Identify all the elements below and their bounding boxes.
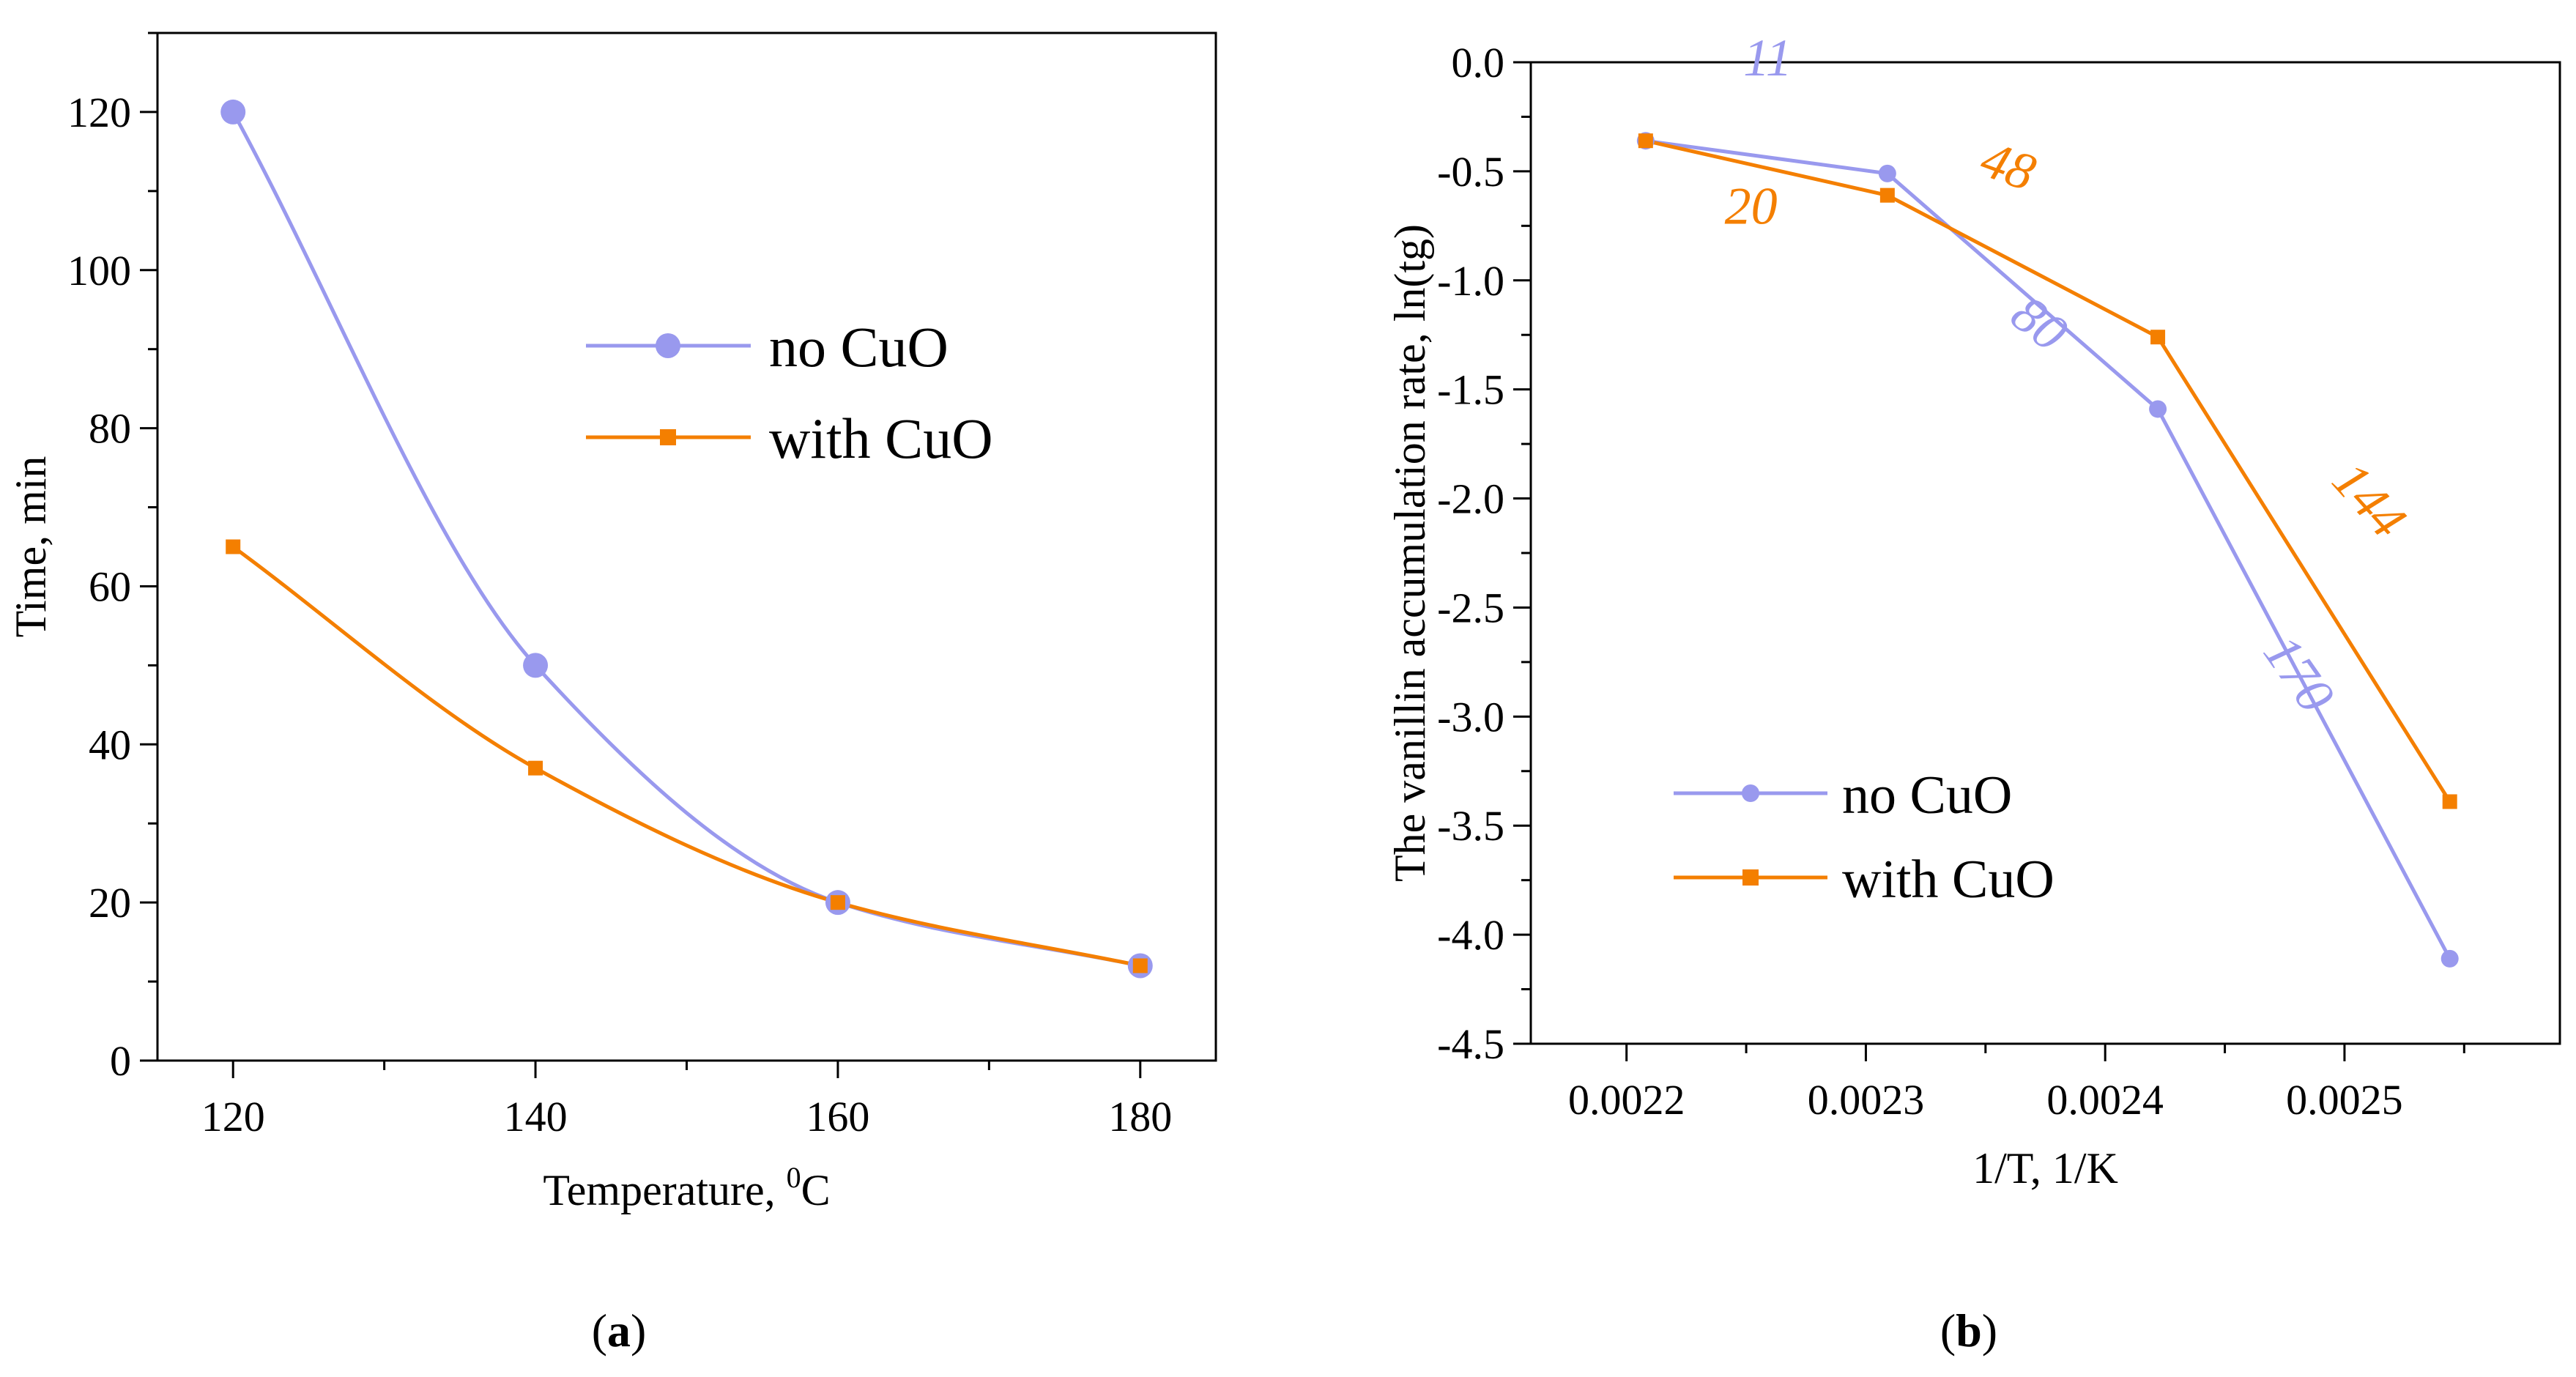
legend-label-no-cuo: no CuO [1842,765,2012,825]
y-tick-label: 120 [67,89,131,136]
panel-b-tick-labels: 0.0022 0.0023 0.0024 0.0025 0.0 -0.5 -1.0 -1.5 -… [1437,39,2403,1124]
x-tick-label: 160 [806,1093,869,1140]
x-tick-label: 0.0025 [2286,1076,2403,1124]
x-tick-label: 140 [504,1093,568,1140]
series-line-no-cuo [1645,138,2451,960]
panel-a-tick-labels: 120 140 160 180 0 20 40 60 80 100 120 [67,89,1172,1140]
data-point-with-cuo [1132,958,1148,973]
y-tick-label: 80 [89,405,131,453]
data-point-no-cuo [220,99,246,125]
legend-marker-with-cuo [1742,869,1759,886]
x-tick-label: 0.0024 [2046,1076,2164,1124]
panel-b-legend: no CuO with CuO [1674,765,2055,910]
legend-marker-no-cuo [656,333,680,358]
panel-b-label: (b) [1940,1304,1997,1356]
panel-a-label: (a) [592,1304,647,1356]
panel-a-y-axis-title: Time, min [7,456,55,638]
y-tick-label: -2.0 [1437,475,1504,523]
panel-b-markers [1636,132,2459,968]
series-line-with-cuo [1645,138,2451,803]
data-point-no-cuo [523,653,549,678]
segment-annotation: 144 [2321,450,2418,549]
panel-b-curves [1645,138,2451,960]
y-tick-label: -2.5 [1437,584,1504,631]
panel-a-ticks [140,31,1142,1078]
segment-annotation: 20 [1725,177,1778,235]
segment-annotation: 48 [1973,129,2043,202]
y-tick-label: 0.0 [1452,39,1505,86]
panel-b-axes-frame [1529,61,2561,1045]
legend-label-with-cuo: with CuO [769,407,993,470]
y-tick-label: 20 [89,879,131,927]
panel-a-legend: no CuO with CuO [586,315,993,470]
panel-a-markers [220,99,1153,979]
y-tick-label: -4.0 [1437,911,1504,959]
data-point-with-cuo [830,895,845,910]
data-point-with-cuo [226,539,241,554]
panel-a-axes-frame [156,31,1217,1062]
data-point-with-cuo [1879,188,1895,203]
data-point-no-cuo [2440,949,2459,968]
panel-a-chart: 120 140 160 180 0 20 40 60 80 100 120 Temperature,… [7,31,1217,1356]
data-point-with-cuo [2150,330,2166,345]
panel-b-ticks [1513,61,2465,1061]
legend-marker-with-cuo [660,429,676,445]
data-point-no-cuo [1878,164,1896,182]
data-point-with-cuo [2442,794,2457,809]
y-tick-label: -3.5 [1437,802,1504,850]
segment-annotation: 80 [2000,284,2078,363]
y-tick-label: -4.5 [1437,1020,1504,1068]
x-tick-label: 120 [201,1093,265,1140]
data-point-no-cuo [2149,400,2167,418]
data-point-with-cuo [528,760,543,776]
panel-b-y-axis-title: The vanillin accumulation rate, ln(tg) [1386,224,1434,882]
panel-b-x-axis-title: 1/T, 1/K [1972,1144,2118,1192]
y-tick-label: -0.5 [1437,148,1504,196]
y-tick-label: 100 [67,247,131,294]
y-tick-label: -1.5 [1437,366,1504,414]
x-tick-label: 180 [1108,1093,1172,1140]
panel-b-annotations: 11 20 48 80 144 170 [1725,29,2418,723]
legend-marker-no-cuo [1742,784,1759,802]
series-line-no-cuo [231,111,1141,968]
y-tick-label: 0 [110,1037,131,1085]
data-point-with-cuo [1638,133,1653,149]
x-tick-label: 0.0022 [1568,1076,1685,1124]
panel-b-chart: 0.0022 0.0023 0.0024 0.0025 0.0 -0.5 -1.0 -1.5 -… [1386,29,2561,1356]
series-line-with-cuo [231,545,1141,968]
segment-annotation: 11 [1743,29,1792,87]
panel-a-curves [231,111,1141,968]
x-tick-label: 0.0023 [1808,1076,1925,1124]
legend-label-with-cuo: with CuO [1842,850,2055,910]
y-tick-label: 40 [89,721,131,768]
segment-annotation: 170 [2252,625,2345,723]
panel-a-x-axis-title: Temperature, 0C [543,1161,830,1214]
y-tick-label: -1.0 [1437,257,1504,305]
y-tick-label: 60 [89,563,131,610]
legend-label-no-cuo: no CuO [769,315,949,379]
y-tick-label: -3.0 [1437,693,1504,741]
